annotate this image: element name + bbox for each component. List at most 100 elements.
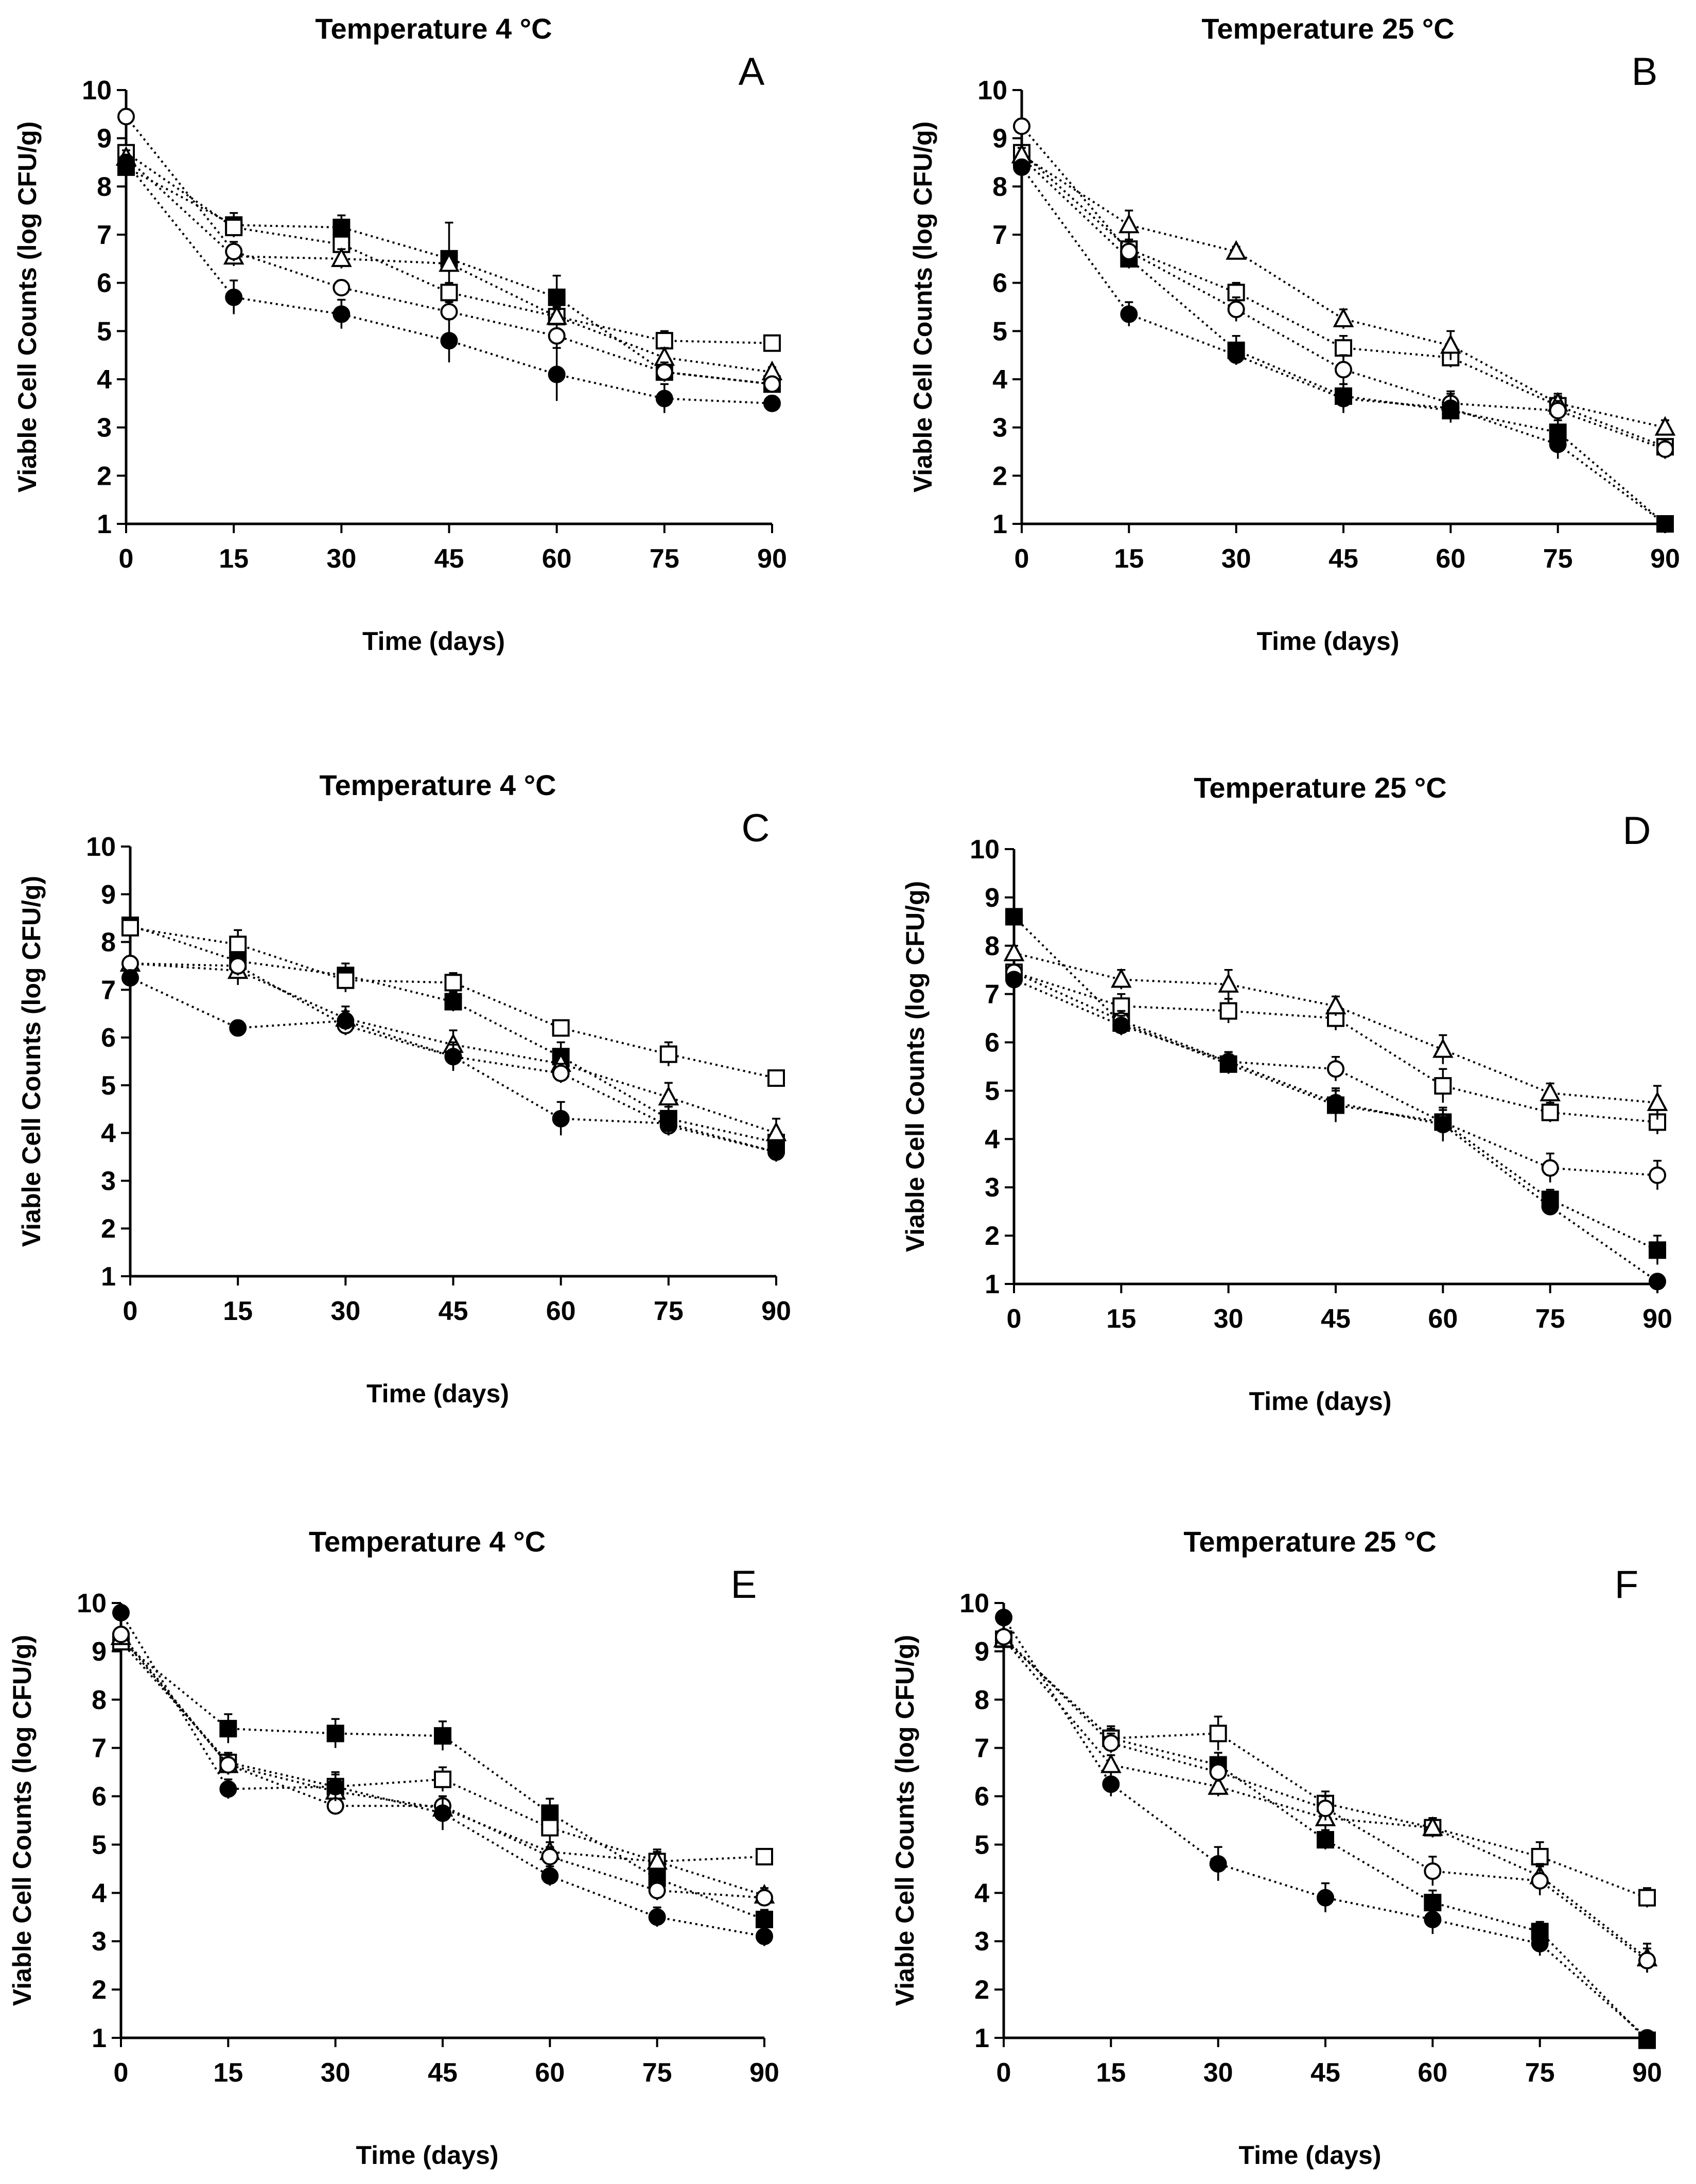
y-tick-label: 6	[92, 1782, 107, 1812]
data-point	[1541, 1197, 1559, 1216]
series-line	[120, 1636, 765, 1896]
x-tick-label: 60	[1436, 544, 1465, 574]
y-tick-label: 3	[92, 1927, 107, 1957]
series-line	[120, 1633, 765, 1899]
data-point	[1541, 1103, 1559, 1121]
data-point	[333, 305, 351, 323]
y-tick-label: 8	[974, 1685, 989, 1715]
x-tick-label: 30	[1214, 1304, 1244, 1334]
y-tick-label: 2	[101, 1214, 116, 1244]
data-point	[219, 1720, 237, 1738]
y-axis-label: Viable Cell Counts (log CFU/g)	[901, 881, 930, 1252]
data-point	[337, 1012, 355, 1030]
data-point	[440, 303, 458, 321]
data-point	[440, 332, 458, 350]
data-point	[337, 971, 355, 989]
y-tick-label: 4	[101, 1119, 116, 1149]
data-point	[1317, 1800, 1334, 1818]
data-point	[548, 365, 566, 383]
y-tick-label: 6	[101, 1023, 116, 1053]
data-point	[1327, 1094, 1344, 1112]
x-axis-label: Time (days)	[1239, 2141, 1382, 2170]
data-point	[1638, 1951, 1656, 1969]
x-axis-label: Time (days)	[356, 2141, 499, 2170]
data-point	[1005, 908, 1023, 926]
x-tick-label: 15	[213, 2058, 243, 2088]
data-point	[1541, 1159, 1559, 1177]
series-open-square	[995, 1630, 1656, 1908]
data-point	[995, 1628, 1012, 1646]
x-tick-label: 45	[1310, 2058, 1340, 2088]
data-point	[1638, 2029, 1656, 2047]
data-point	[444, 1048, 462, 1066]
y-axis-label: Viable Cell Counts (log CFU/g)	[17, 876, 46, 1247]
series-filled-circle	[117, 153, 781, 413]
series-open-triangle	[1003, 941, 1668, 1120]
panel-letter: A	[739, 50, 765, 94]
data-point	[1422, 1816, 1443, 1836]
y-tick-label: 5	[992, 316, 1007, 346]
y-tick-label: 6	[974, 1782, 989, 1812]
data-point	[1333, 307, 1354, 327]
series-filled-circle	[1013, 158, 1674, 533]
y-tick-label: 3	[101, 1166, 116, 1196]
x-tick-label: 90	[757, 544, 787, 574]
data-point	[552, 1109, 570, 1128]
series-filled-circle	[121, 969, 785, 1162]
data-point	[434, 1804, 451, 1822]
data-point	[117, 108, 135, 126]
data-point	[756, 1847, 773, 1865]
x-tick-label: 75	[1525, 2058, 1555, 2088]
y-tick-label: 8	[92, 1685, 107, 1715]
data-point	[1335, 339, 1352, 357]
data-point	[767, 1069, 785, 1087]
y-tick-label: 4	[992, 365, 1007, 395]
x-tick-label: 45	[428, 2058, 458, 2088]
y-tick-label: 6	[985, 1028, 1000, 1058]
x-axis-label: Time (days)	[366, 1379, 509, 1408]
data-point	[1649, 1166, 1666, 1184]
x-tick-label: 60	[1428, 1304, 1458, 1334]
y-tick-label: 6	[992, 269, 1007, 298]
y-tick-label: 5	[92, 1830, 107, 1860]
data-point	[1325, 994, 1347, 1015]
series-open-triangle	[110, 1625, 775, 1904]
y-tick-label: 8	[101, 928, 116, 958]
y-tick-label: 4	[92, 1878, 107, 1908]
data-point	[1549, 435, 1567, 453]
data-point	[1120, 242, 1138, 260]
data-point	[756, 1889, 773, 1907]
y-tick-label: 8	[992, 172, 1007, 202]
data-point	[1227, 301, 1245, 319]
series-open-circle	[995, 1628, 1656, 1973]
x-tick-label: 30	[1221, 544, 1251, 574]
data-point	[763, 334, 781, 352]
y-tick-label: 10	[959, 1589, 989, 1618]
y-tick-label: 7	[101, 975, 116, 1005]
data-point	[995, 1609, 1012, 1627]
x-axis-label: Time (days)	[1257, 627, 1400, 656]
data-point	[1218, 973, 1239, 993]
y-tick-label: 1	[985, 1270, 1000, 1299]
data-point	[440, 284, 458, 302]
x-tick-label: 75	[642, 2058, 672, 2088]
data-point	[225, 288, 243, 306]
y-axis-label: Viable Cell Counts (log CFU/g)	[8, 1635, 37, 2006]
data-point	[333, 279, 351, 297]
data-point	[1424, 1910, 1442, 1928]
data-point	[1335, 390, 1352, 408]
x-tick-label: 60	[1418, 2058, 1447, 2088]
data-point	[1649, 1241, 1666, 1259]
x-tick-label: 90	[761, 1296, 791, 1326]
x-tick-label: 30	[330, 1296, 360, 1326]
data-point	[1440, 334, 1461, 354]
data-point	[1003, 941, 1025, 961]
data-point	[1656, 440, 1674, 458]
x-tick-label: 75	[650, 544, 679, 574]
data-point	[1209, 1855, 1227, 1873]
y-tick-label: 9	[974, 1637, 989, 1667]
data-point	[117, 153, 135, 171]
x-tick-label: 0	[1015, 544, 1029, 574]
